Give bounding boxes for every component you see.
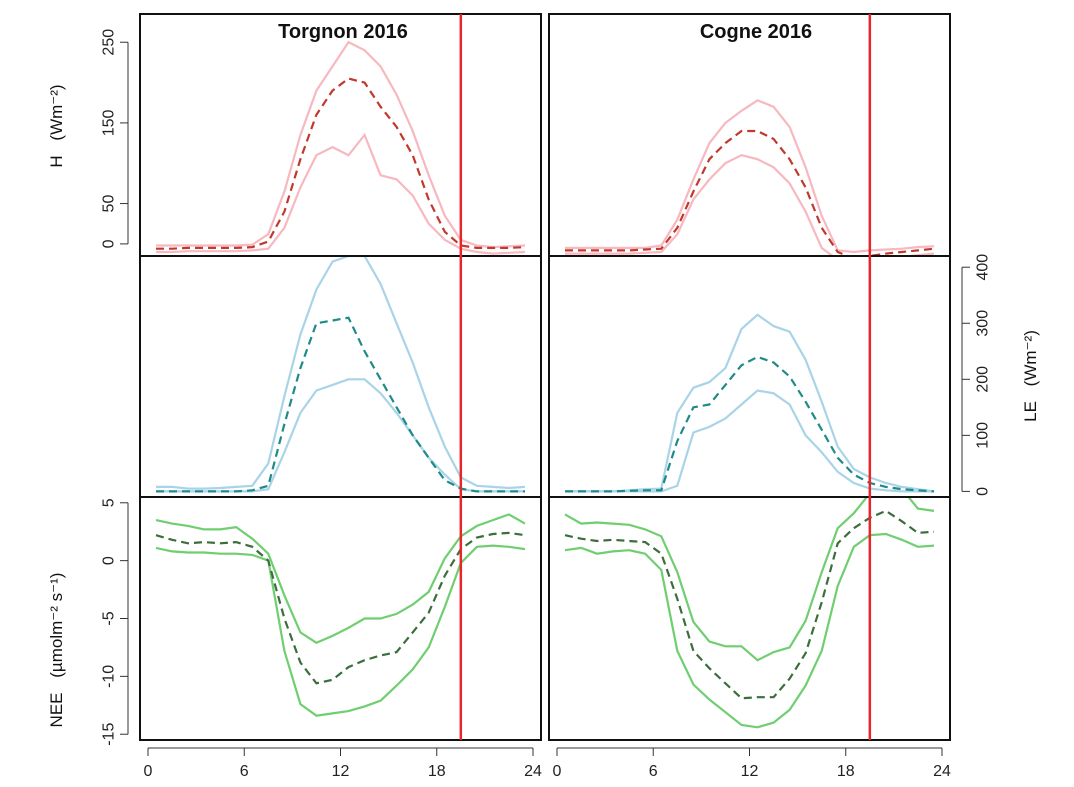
y-tick-label-nee-3: -10 [101, 665, 118, 688]
x-tick-label-torgnon-0: 0 [144, 763, 153, 780]
series-line-cogne-h-upper [565, 99, 935, 254]
series-line-torgnon-le-upper [156, 256, 526, 490]
panel-cogne-nee [564, 497, 935, 729]
panel-title-cogne: Cogne 2016 [700, 21, 812, 43]
y-axis-title-h-main: H [47, 155, 66, 167]
panel-cogne-le [565, 313, 935, 493]
series-line-cogne-nee-upper [564, 497, 935, 662]
y-axis-title-h-unit: (Wm⁻²) [47, 84, 66, 140]
svg-text:NEE (µmolm⁻² s⁻¹): NEE (µmolm⁻² s⁻¹) [47, 573, 66, 728]
y-axis-title-h: H (Wm⁻²) [47, 84, 66, 167]
y-tick-label-le-2: 200 [975, 366, 992, 393]
y-tick-label-h-1: 50 [101, 195, 118, 213]
y-tick-label-le-3: 300 [975, 310, 992, 337]
y-tick-label-h-3: 250 [101, 29, 118, 56]
series-line-torgnon-nee-mean [155, 531, 526, 685]
y-tick-label-h-2: 150 [101, 109, 118, 136]
series-line-torgnon-le-mean [156, 316, 525, 493]
x-tick-label-cogne-4: 24 [933, 763, 951, 780]
series-line-torgnon-h-upper [156, 40, 526, 249]
series-line-cogne-h-lower [565, 154, 935, 256]
series-line-torgnon-nee-upper [155, 513, 526, 645]
series-line-cogne-nee-lower [564, 532, 935, 729]
panel-title-torgnon: Torgnon 2016 [278, 21, 408, 43]
series-line-cogne-le-lower [565, 389, 934, 493]
series-line-cogne-le-mean [565, 355, 935, 493]
y-axis-title-nee-unit: (µmolm⁻² s⁻¹) [47, 573, 66, 678]
y-tick-label-nee-4: -15 [101, 723, 118, 746]
y-tick-label-le-4: 400 [975, 254, 992, 281]
x-tick-label-cogne-3: 18 [837, 763, 855, 780]
y-tick-label-le-0: 0 [975, 487, 992, 496]
y-axis-title-le-unit: (Wm⁻²) [1021, 330, 1040, 386]
x-tick-label-cogne-1: 6 [649, 763, 658, 780]
y-tick-label-nee-1: 0 [101, 556, 118, 565]
panel-frame-cogne-nee [548, 496, 951, 741]
y-tick-label-nee-0: 5 [101, 498, 118, 507]
y-tick-label-nee-2: -5 [101, 611, 118, 625]
panel-torgnon-h [156, 40, 526, 255]
y-tick-label-h-0: 0 [101, 239, 118, 248]
x-tick-label-torgnon-3: 18 [428, 763, 446, 780]
svg-text:LE (Wm⁻²): LE (Wm⁻²) [1021, 330, 1040, 422]
series-line-cogne-nee-mean [564, 509, 935, 700]
y-axis-title-le-main: LE [1021, 401, 1040, 422]
series-line-torgnon-h-mean [156, 77, 526, 250]
panel-torgnon-nee [155, 513, 526, 717]
y-tick-label-le-1: 100 [975, 422, 992, 449]
y-axis-title-le: LE (Wm⁻²) [1021, 330, 1040, 422]
panel-torgnon-le [156, 256, 526, 493]
x-tick-label-torgnon-4: 24 [524, 763, 542, 780]
panel-frame-torgnon-nee [139, 496, 542, 741]
svg-text:H (Wm⁻²): H (Wm⁻²) [47, 84, 66, 167]
y-axis-title-nee: NEE (µmolm⁻² s⁻¹) [47, 573, 66, 728]
series-line-torgnon-h-lower [156, 132, 526, 255]
x-tick-label-torgnon-2: 12 [332, 763, 350, 780]
series-line-torgnon-nee-lower [155, 544, 526, 717]
x-tick-label-cogne-2: 12 [741, 763, 759, 780]
x-tick-label-cogne-0: 0 [553, 763, 562, 780]
y-axis-title-nee-main: NEE [47, 692, 66, 727]
x-tick-label-torgnon-1: 6 [240, 763, 249, 780]
